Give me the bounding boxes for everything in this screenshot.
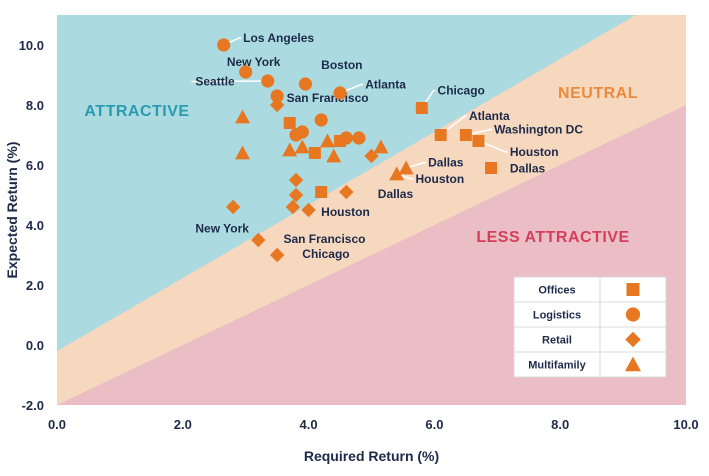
legend-label-offices: Offices bbox=[538, 285, 575, 297]
data-point-retail bbox=[225, 199, 241, 215]
y-tick-label: 10.0 bbox=[19, 38, 44, 53]
y-axis-title: Expected Return (%) bbox=[4, 142, 20, 279]
legend: Offices Logistics Retail Multifamily bbox=[513, 276, 667, 378]
data-point-retail bbox=[288, 187, 304, 203]
zone-neutral bbox=[57, 15, 686, 405]
data-point-logistics bbox=[217, 38, 231, 52]
circle-icon bbox=[625, 307, 641, 322]
city-label: Dallas bbox=[378, 187, 414, 201]
y-tick-label: 4.0 bbox=[26, 218, 44, 233]
data-point-logistics bbox=[298, 77, 313, 91]
data-point-multifamily bbox=[319, 133, 335, 148]
axis-ticks: 0.0 2.0 4.0 6.0 8.0 10.0 -2.0 0.0 2.0 4.0 6.0 8.0 10… bbox=[19, 38, 699, 432]
city-label: San Francisco bbox=[287, 91, 369, 105]
triangle-icon bbox=[625, 356, 641, 372]
data-point-multifamily bbox=[326, 148, 342, 163]
city-label: Boston bbox=[321, 58, 362, 72]
y-tick-label: 6.0 bbox=[26, 158, 44, 173]
x-tick-label: 0.0 bbox=[48, 417, 66, 432]
city-label: Dallas bbox=[510, 162, 546, 176]
data-point-retail bbox=[269, 247, 285, 263]
y-tick-label: -2.0 bbox=[22, 398, 44, 413]
data-point-logistics bbox=[270, 89, 284, 103]
city-label: Atlanta bbox=[469, 109, 510, 123]
callout-line bbox=[405, 161, 427, 169]
data-point-offices bbox=[315, 186, 328, 198]
zone-labels: ATTRACTIVE NEUTRAL LESS ATTRACTIVE bbox=[84, 85, 638, 246]
x-axis-title: Required Return (%) bbox=[304, 448, 439, 464]
city-label: Seattle bbox=[195, 75, 235, 89]
data-point-logistics bbox=[239, 65, 253, 79]
y-tick-label: 8.0 bbox=[26, 98, 44, 113]
data-point-offices bbox=[415, 102, 428, 114]
legend-label-retail: Retail bbox=[542, 335, 572, 347]
legend-label-logistics: Logistics bbox=[533, 310, 581, 322]
data-point-offices bbox=[472, 135, 485, 147]
data-point-logistics bbox=[261, 74, 275, 88]
data-point-retail bbox=[269, 97, 285, 113]
city-label: Atlanta bbox=[365, 78, 406, 92]
data-point-multifamily bbox=[282, 142, 298, 157]
data-point-multifamily bbox=[294, 139, 310, 154]
data-point-multifamily bbox=[235, 145, 251, 160]
y-tick-label: 2.0 bbox=[26, 278, 44, 293]
data-point-retail bbox=[364, 148, 379, 164]
callout-line bbox=[339, 83, 364, 94]
city-label: Dallas bbox=[428, 156, 464, 170]
legend-label-multifamily: Multifamily bbox=[528, 360, 586, 372]
city-label: New York bbox=[227, 55, 281, 69]
data-point-multifamily bbox=[398, 160, 414, 175]
data-point-offices bbox=[434, 129, 447, 141]
data-point-logistics bbox=[333, 86, 347, 100]
data-point-multifamily bbox=[235, 109, 251, 124]
data-point-logistics bbox=[314, 113, 328, 127]
callout-line bbox=[465, 128, 493, 136]
city-label: Chicago bbox=[302, 247, 349, 261]
data-point-logistics bbox=[289, 128, 303, 142]
city-label: Los Angeles bbox=[243, 31, 314, 45]
data-point-offices bbox=[459, 129, 472, 141]
x-tick-label: 10.0 bbox=[673, 417, 698, 432]
callout-line bbox=[440, 115, 467, 136]
y-tick-label: 0.0 bbox=[26, 338, 44, 353]
x-tick-label: 8.0 bbox=[551, 417, 569, 432]
zone-label-neutral: NEUTRAL bbox=[558, 85, 638, 102]
city-label: Chicago bbox=[438, 84, 485, 98]
data-point-retail bbox=[251, 232, 266, 248]
callout-line bbox=[396, 173, 414, 180]
city-label: Houston bbox=[416, 172, 465, 186]
city-label: Houston bbox=[321, 205, 370, 219]
city-label: Washington DC bbox=[494, 123, 583, 137]
city-label: New York bbox=[195, 222, 249, 236]
data-point-retail bbox=[288, 172, 304, 188]
data-point-offices bbox=[283, 117, 296, 129]
data-point-retail bbox=[301, 202, 316, 218]
diamond-icon bbox=[625, 331, 641, 348]
city-label: San Francisco bbox=[283, 232, 365, 246]
data-point-logistics bbox=[352, 131, 366, 145]
zone-label-attractive: ATTRACTIVE bbox=[84, 103, 189, 120]
callout-line bbox=[478, 140, 508, 153]
data-point-retail bbox=[285, 199, 301, 215]
city-label: Houston bbox=[510, 145, 559, 159]
data-point-multifamily bbox=[373, 139, 389, 154]
data-point-multifamily bbox=[389, 166, 405, 181]
data-point-offices bbox=[308, 147, 321, 159]
data-point-retail bbox=[339, 184, 354, 200]
square-icon bbox=[626, 283, 640, 296]
data-point-logistics bbox=[339, 131, 353, 145]
zone-attractive bbox=[57, 15, 636, 351]
zone-label-less-attractive: LESS ATTRACTIVE bbox=[476, 229, 629, 246]
zone-backgrounds bbox=[57, 15, 686, 405]
x-tick-label: 6.0 bbox=[425, 417, 443, 432]
x-tick-label: 4.0 bbox=[300, 417, 318, 432]
x-tick-label: 2.0 bbox=[174, 417, 192, 432]
callout-line bbox=[191, 80, 268, 83]
data-point-offices bbox=[485, 162, 498, 174]
data-markers bbox=[217, 38, 498, 263]
